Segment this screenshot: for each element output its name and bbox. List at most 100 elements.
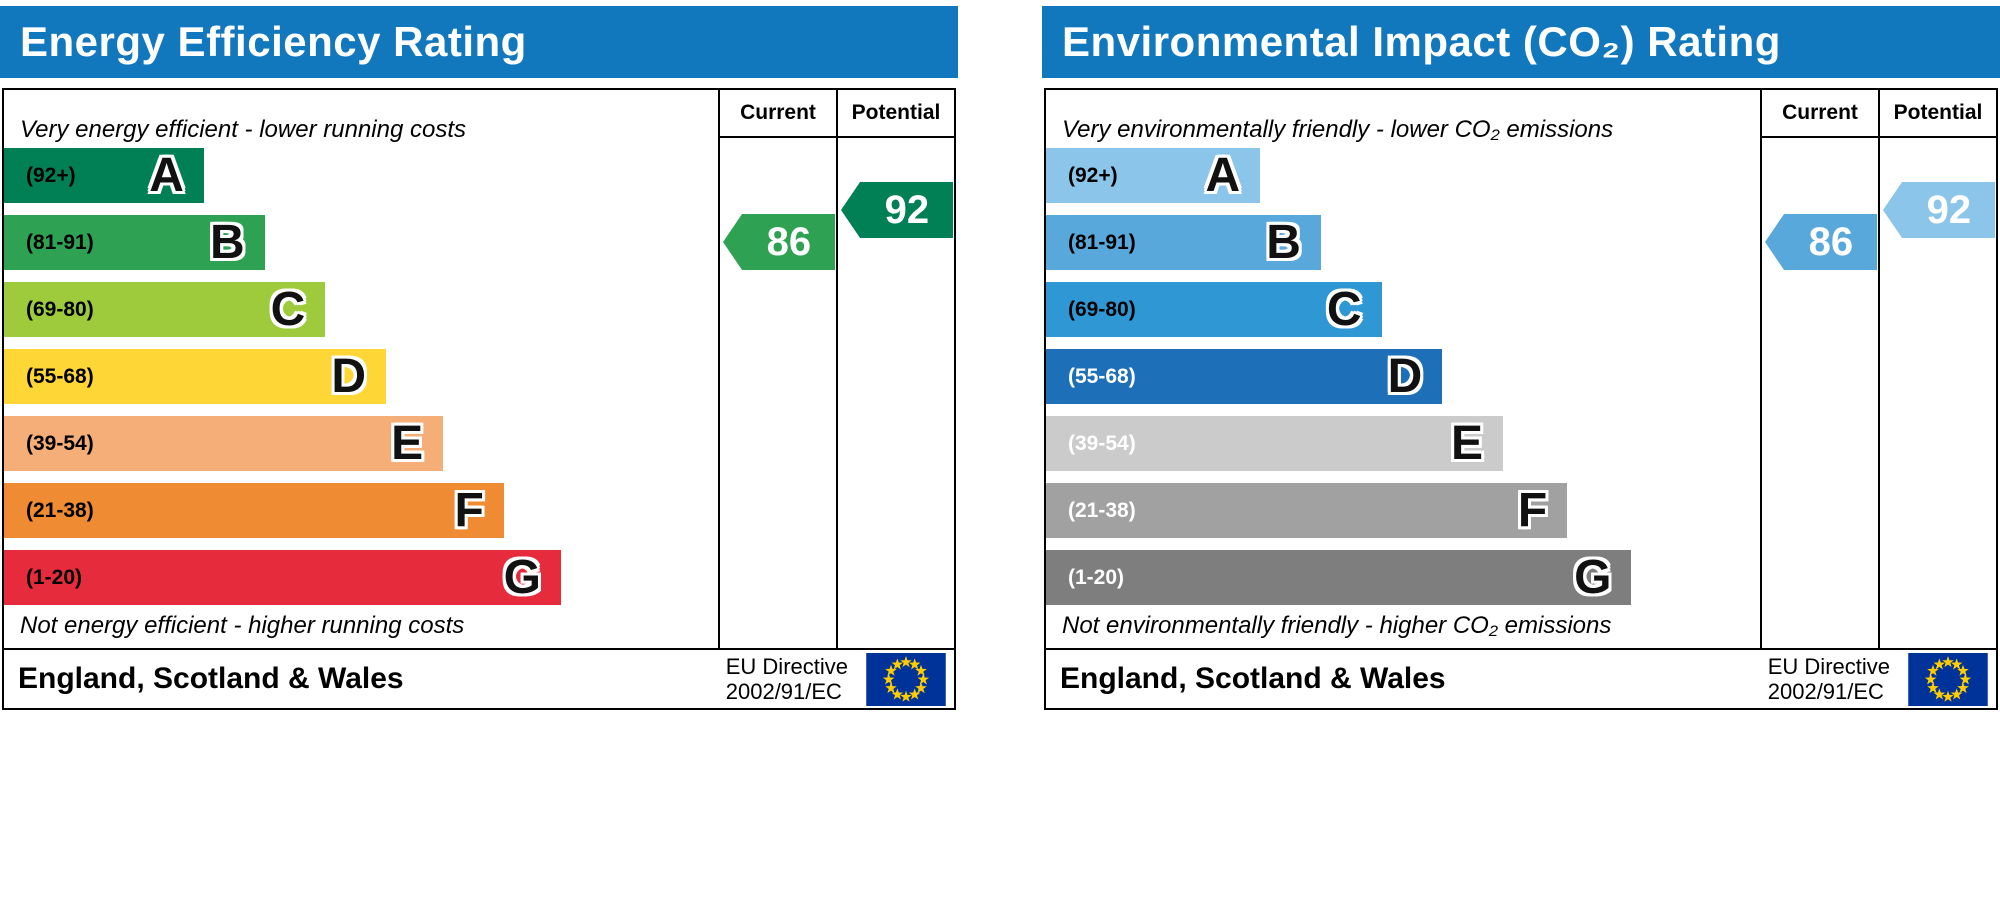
band-range-label: (39-54) — [1068, 431, 1136, 455]
band-bar-a: (92+) A — [4, 148, 204, 203]
band-letter: C — [270, 283, 306, 336]
environmental-potential-rating-value: 92 — [1926, 187, 1972, 232]
environmental-current-column-header: Current — [1762, 90, 1878, 138]
energy-potential-rating-arrow: 92 — [841, 182, 953, 238]
band-range-label: (21-38) — [1068, 498, 1136, 522]
energy-chart-area: Very energy efficient - lower running co… — [4, 90, 954, 648]
environmental-potential-column-header: Potential — [1880, 90, 1996, 138]
environmental-current-rating-arrow: 86 — [1765, 214, 1877, 270]
band-bar-f: (21-38) F — [4, 483, 504, 538]
band-range-label: (39-54) — [26, 431, 94, 455]
band-range-label: (55-68) — [1068, 364, 1136, 388]
band-range-label: (21-38) — [26, 498, 94, 522]
band-bar-a: (92+) A — [1046, 148, 1261, 203]
environmental-table-footer: England, Scotland & Wales EU Directive 2… — [1046, 648, 1996, 708]
energy-current-column: Current 86 — [718, 90, 836, 648]
region-label: England, Scotland & Wales — [1060, 662, 1446, 695]
band-letter: A — [149, 149, 184, 202]
band-letter: C — [1326, 283, 1362, 336]
band-letter: B — [1266, 216, 1301, 269]
environmental-rating-table: Very environmentally friendly - lower CO… — [1044, 88, 1998, 710]
band-row-c: (69-80) C — [4, 282, 718, 349]
band-range-label: (1-20) — [26, 565, 83, 589]
band-bar-d: (55-68) D — [1046, 349, 1443, 404]
environmental-potential-column: Potential 92 — [1878, 90, 1996, 648]
energy-potential-column-header: Potential — [838, 90, 954, 138]
band-range-label: (1-20) — [1068, 565, 1125, 589]
band-row-a: (92+) A — [4, 148, 718, 215]
energy-panel-title: Energy Efficiency Rating — [20, 18, 527, 65]
band-row-g: (1-20) G — [4, 550, 718, 617]
energy-top-note: Very energy efficient - lower running co… — [20, 116, 466, 143]
energy-current-rating-arrow: 86 — [723, 214, 835, 270]
band-letter: D — [1387, 350, 1423, 403]
band-letter: E — [391, 417, 424, 470]
band-range-label: (92+) — [1068, 163, 1118, 187]
environmental-impact-panel: Environmental Impact (CO₂) Rating Very e… — [1042, 6, 2000, 710]
region-label: England, Scotland & Wales — [18, 662, 404, 695]
energy-panel-header: Energy Efficiency Rating — [0, 6, 958, 78]
band-bar-c: (69-80) C — [4, 282, 326, 337]
energy-current-column-header: Current — [720, 90, 836, 138]
band-row-b: (81-91) B — [1046, 215, 1760, 282]
band-row-a: (92+) A — [1046, 148, 1760, 215]
band-bar-b: (81-91) B — [1046, 215, 1321, 270]
eu-directive-line2: 2002/91/EC — [1767, 679, 1884, 704]
energy-bands-column: Very energy efficient - lower running co… — [4, 90, 718, 648]
band-letter: F — [454, 484, 484, 537]
band-range-label: (81-91) — [1068, 230, 1136, 254]
energy-band-list: (92+) A (81-91) B (69-80 — [4, 148, 718, 617]
environmental-panel-header: Environmental Impact (CO₂) Rating — [1042, 6, 2000, 78]
environmental-bands-column: Very environmentally friendly - lower CO… — [1046, 90, 1760, 648]
band-letter: D — [331, 350, 366, 403]
band-row-c: (69-80) C — [1046, 282, 1760, 349]
band-range-label: (92+) — [26, 163, 76, 187]
band-bar-e: (39-54) E — [4, 416, 444, 471]
eu-directive-line1: EU Directive — [1767, 653, 1890, 679]
band-letter: B — [209, 216, 245, 269]
eu-flag-icon — [1908, 653, 1988, 706]
band-bar-g: (1-20) G — [1046, 550, 1632, 605]
band-row-e: (39-54) E — [4, 416, 718, 483]
band-bar-d: (55-68) D — [4, 349, 386, 404]
band-bar-e: (39-54) E — [1046, 416, 1503, 471]
eu-directive-line2: 2002/91/EC — [725, 679, 842, 704]
band-row-b: (81-91) B — [4, 215, 718, 282]
eu-directive-label: EU Directive 2002/91/EC — [726, 654, 848, 705]
environmental-band-list: (92+) A (81-91) B (69-80 — [1046, 148, 1760, 617]
energy-rating-table: Very energy efficient - lower running co… — [2, 88, 956, 710]
band-range-label: (69-80) — [1068, 297, 1136, 321]
band-letter: F — [1517, 484, 1548, 537]
eu-directive-label: EU Directive 2002/91/EC — [1768, 654, 1890, 705]
band-letter: G — [503, 551, 541, 604]
band-row-e: (39-54) E — [1046, 416, 1760, 483]
band-bar-f: (21-38) F — [1046, 483, 1568, 538]
band-bar-b: (81-91) B — [4, 215, 265, 270]
environmental-panel-title: Environmental Impact (CO₂) Rating — [1062, 18, 1781, 65]
band-row-f: (21-38) F — [4, 483, 718, 550]
band-letter: A — [1205, 149, 1241, 202]
environmental-potential-rating-arrow: 92 — [1883, 182, 1995, 238]
energy-table-footer: England, Scotland & Wales EU Directive 2… — [4, 648, 954, 708]
environmental-current-rating-value: 86 — [1808, 219, 1854, 264]
band-letter: E — [1450, 417, 1483, 470]
band-row-g: (1-20) G — [1046, 550, 1760, 617]
band-range-label: (69-80) — [26, 297, 94, 321]
eu-directive-line1: EU Directive — [725, 653, 848, 679]
band-bar-c: (69-80) C — [1046, 282, 1382, 337]
energy-potential-column: Potential 92 — [836, 90, 954, 648]
environmental-chart-area: Very environmentally friendly - lower CO… — [1046, 90, 1996, 648]
band-bar-g: (1-20) G — [4, 550, 561, 605]
energy-efficiency-panel: Energy Efficiency Rating Very energy eff… — [0, 6, 958, 710]
environmental-top-note: Very environmentally friendly - lower CO… — [1062, 116, 1614, 143]
band-row-d: (55-68) D — [1046, 349, 1760, 416]
environmental-current-column: Current 86 — [1760, 90, 1878, 648]
eu-flag-icon — [866, 653, 946, 706]
band-letter: G — [1574, 551, 1612, 604]
energy-current-rating-value: 86 — [766, 219, 812, 264]
band-range-label: (55-68) — [26, 364, 94, 388]
energy-potential-rating-value: 92 — [884, 187, 930, 232]
energy-bottom-note: Not energy efficient - higher running co… — [20, 612, 465, 639]
band-row-d: (55-68) D — [4, 349, 718, 416]
